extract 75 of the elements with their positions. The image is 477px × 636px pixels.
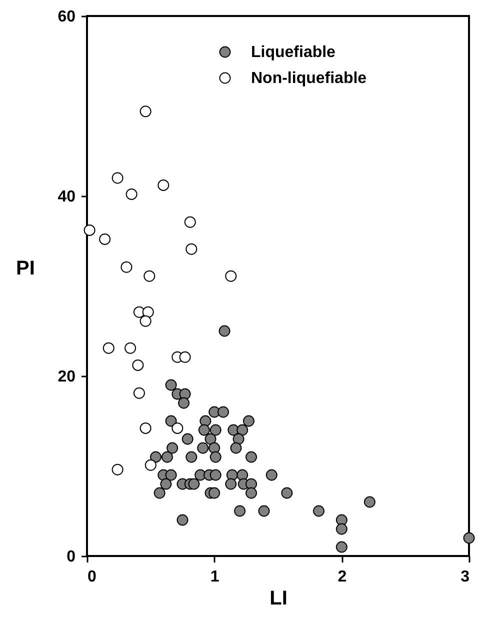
point — [124, 342, 136, 354]
point — [154, 487, 166, 499]
point — [133, 387, 145, 399]
point — [232, 433, 244, 445]
point — [246, 487, 258, 499]
point — [336, 541, 348, 553]
point — [165, 415, 177, 427]
point — [99, 233, 111, 245]
point — [176, 514, 188, 526]
point — [208, 487, 220, 499]
point — [140, 315, 152, 327]
point — [158, 179, 170, 191]
point — [84, 224, 96, 236]
point — [142, 306, 154, 318]
point — [234, 505, 246, 517]
x-tick-label: 0 — [88, 568, 96, 586]
point — [246, 451, 258, 463]
legend-label: Non-liquefiable — [251, 70, 367, 87]
point — [230, 442, 242, 454]
point — [184, 216, 196, 228]
point — [165, 379, 177, 391]
point — [102, 342, 114, 354]
y-tick-label: 20 — [58, 368, 76, 386]
y-tick-label: 0 — [66, 548, 76, 566]
point — [188, 478, 200, 490]
x-tick-label: 1 — [210, 568, 220, 586]
point — [165, 469, 177, 481]
point — [313, 505, 324, 517]
point — [112, 464, 124, 476]
point — [140, 422, 152, 434]
point — [258, 505, 270, 517]
point — [364, 496, 376, 508]
point — [182, 433, 194, 445]
point — [218, 406, 229, 418]
point — [150, 451, 162, 463]
point — [210, 424, 222, 436]
x-tick-label: 2 — [338, 568, 347, 586]
y-tick-label: 40 — [58, 188, 76, 206]
point — [132, 359, 144, 371]
point — [161, 451, 173, 463]
point — [336, 523, 348, 535]
point — [210, 451, 222, 463]
y-axis-title: PI — [16, 258, 35, 280]
point — [463, 532, 475, 544]
point — [144, 459, 156, 471]
point — [225, 270, 237, 282]
point — [140, 106, 152, 118]
point — [112, 172, 124, 184]
point — [208, 442, 220, 454]
point — [126, 188, 138, 200]
point — [218, 325, 230, 337]
legend-label: Liquefiable — [251, 44, 336, 61]
point — [204, 433, 216, 445]
point — [186, 451, 198, 463]
point — [197, 442, 209, 454]
point — [210, 469, 222, 481]
point — [242, 415, 254, 427]
point — [172, 422, 184, 434]
point — [225, 478, 237, 490]
point — [179, 351, 191, 363]
point — [236, 424, 248, 436]
point — [160, 478, 172, 490]
x-axis-title: LI — [270, 588, 288, 610]
point — [186, 243, 198, 255]
point — [236, 469, 248, 481]
y-tick-label: 60 — [58, 8, 76, 26]
x-tick-label: 3 — [460, 568, 470, 586]
point — [281, 487, 293, 499]
point — [266, 469, 278, 481]
point — [166, 442, 178, 454]
point — [120, 261, 132, 273]
point — [178, 397, 190, 409]
point — [179, 388, 191, 400]
point — [198, 424, 210, 436]
point — [144, 270, 156, 282]
